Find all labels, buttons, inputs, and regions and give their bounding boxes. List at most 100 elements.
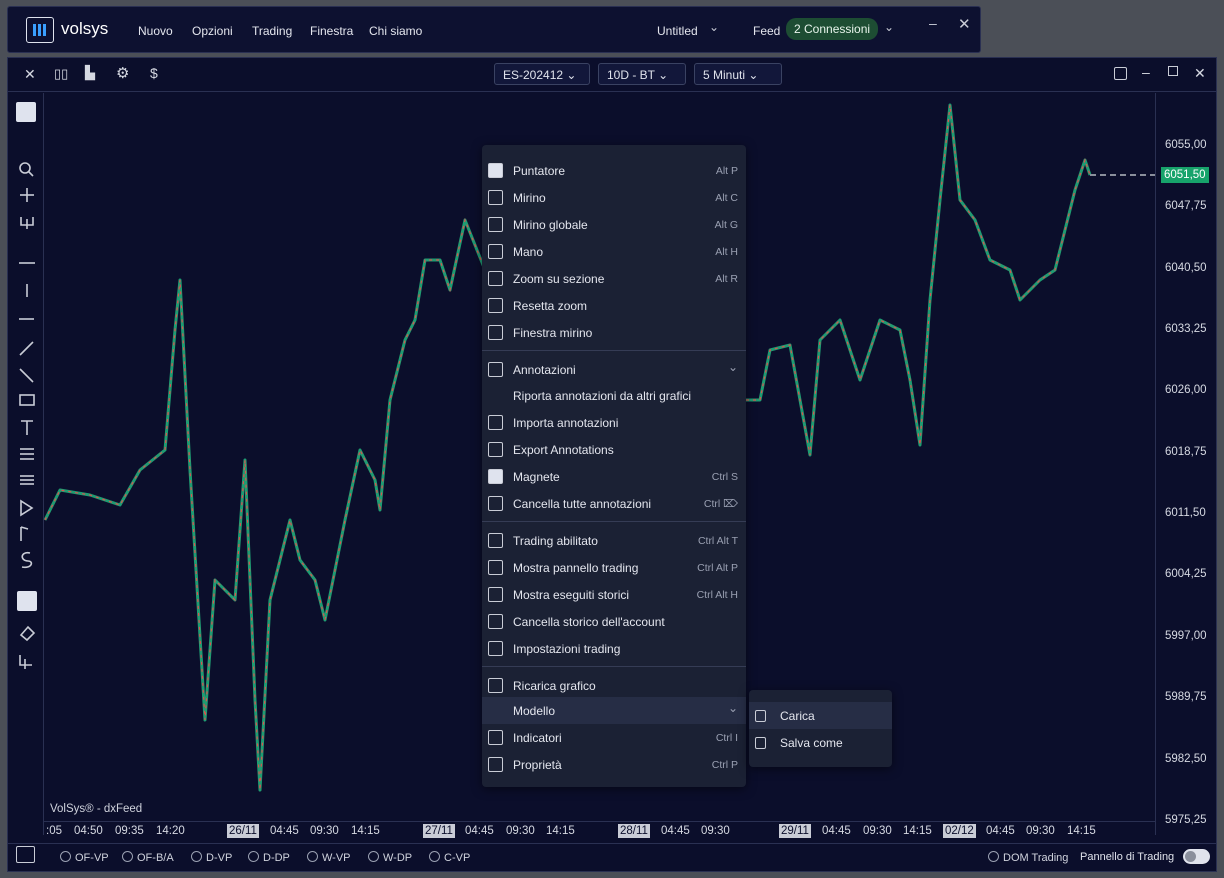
interval-select[interactable]: 5 Minuti ⌄: [694, 63, 782, 85]
time-label: 14:15: [351, 825, 380, 837]
separator: [482, 666, 746, 667]
symbol-select[interactable]: ES-202412 ⌄: [494, 63, 590, 85]
menu-item[interactable]: Magnete Ctrl S: [482, 463, 746, 490]
menu-shortcut: Alt P: [715, 165, 738, 177]
minimize[interactable]: –: [929, 15, 937, 31]
menu-icon: [488, 163, 503, 178]
indicator-toggle[interactable]: OF-B/A: [122, 851, 174, 864]
time-label: 04:45: [986, 825, 1015, 837]
dom-trading[interactable]: DOM Trading: [988, 851, 1068, 864]
panel-switch[interactable]: [1183, 849, 1210, 864]
menu-item[interactable]: Zoom su sezione Alt R: [482, 265, 746, 292]
layout-icon[interactable]: [1114, 67, 1127, 80]
menu-shortcut: Alt C: [715, 192, 738, 204]
submenu-item[interactable]: Carica: [749, 702, 892, 729]
chevron[interactable]: ⌄: [884, 20, 895, 34]
dollar-icon[interactable]: $: [150, 65, 158, 81]
menu-icon: [488, 217, 503, 232]
indicator-toggle[interactable]: W-DP: [368, 851, 412, 864]
bars-icon[interactable]: ▙: [85, 65, 95, 80]
indicator-toggle[interactable]: W-VP: [307, 851, 351, 864]
menu-item[interactable]: Indicatori Ctrl I: [482, 724, 746, 751]
candles-icon[interactable]: ▯▯: [54, 66, 69, 81]
footer-border: [8, 843, 1216, 844]
menu-item[interactable]: Proprietà Ctrl P: [482, 751, 746, 778]
tool-icons: [17, 162, 37, 669]
menu-item[interactable]: Puntatore Alt P: [482, 157, 746, 184]
close[interactable]: ✕: [958, 16, 971, 33]
chevron: ⌄: [727, 360, 738, 374]
close-window[interactable]: ✕: [1194, 65, 1206, 81]
menu-item[interactable]: Annotazioni ⌄: [482, 356, 746, 383]
menu-item[interactable]: Resetta zoom: [482, 292, 746, 319]
menu-label: Annotazioni: [513, 363, 576, 377]
workspace[interactable]: Untitled: [657, 24, 698, 38]
menu-item[interactable]: Riporta annotazioni da altri grafici: [482, 382, 746, 409]
menu-item[interactable]: Mostra eseguiti storici Ctrl Alt H: [482, 581, 746, 608]
close-chart[interactable]: ✕: [24, 66, 36, 82]
price-label: 6033,25: [1165, 323, 1207, 336]
menu-shortcut: Ctrl P: [711, 759, 738, 771]
last-price-label: 6051,50: [1161, 167, 1209, 183]
menu-item[interactable]: Opzioni: [192, 24, 233, 38]
menu-item[interactable]: Export Annotations: [482, 436, 746, 463]
menu-item[interactable]: Chi siamo: [369, 24, 423, 38]
time-label: 04:50: [74, 825, 103, 837]
menu-icon: [488, 533, 503, 548]
price-trace: [746, 103, 1092, 457]
time-label: 09:30: [310, 825, 339, 837]
menu-item[interactable]: Finestra: [310, 24, 354, 38]
menu-icon: [488, 442, 503, 457]
menu-item[interactable]: Ricarica grafico: [482, 672, 746, 699]
indicator-toggle[interactable]: OF-VP: [60, 851, 109, 864]
connections-badge[interactable]: 2 Connessioni: [786, 18, 879, 40]
price-trace: [43, 218, 487, 792]
menu-item[interactable]: Finestra mirino: [482, 319, 746, 346]
time-axis-border: [44, 821, 1156, 822]
menu-item[interactable]: Mirino globale Alt G: [482, 211, 746, 238]
menu-item[interactable]: Trading: [252, 24, 293, 38]
time-label: 09:30: [701, 825, 730, 837]
indicator-toggle[interactable]: C-VP: [429, 851, 470, 864]
menu-item[interactable]: Cancella storico dell'account: [482, 608, 746, 635]
pointer-tool[interactable]: [16, 102, 36, 122]
settings-icon[interactable]: ⚙: [116, 65, 130, 82]
menu-item[interactable]: Importa annotazioni: [482, 409, 746, 436]
submenu-item[interactable]: Salva come: [749, 729, 892, 756]
time-label: 14:15: [546, 825, 575, 837]
time-label: 04:45: [822, 825, 851, 837]
interval: 5 Minuti: [703, 68, 746, 82]
chevron: ⌄: [727, 701, 738, 715]
menu-shortcut: Ctrl ⌦: [703, 498, 738, 510]
menu-item[interactable]: Mano Alt H: [482, 238, 746, 265]
menu-item[interactable]: Cancella tutte annotazioni Ctrl ⌦: [482, 490, 746, 517]
range-select[interactable]: 10D - BT ⌄: [598, 63, 686, 85]
menu-item[interactable]: Trading abilitato Ctrl Alt T: [482, 527, 746, 554]
menu-shortcut: Ctrl Alt H: [696, 589, 738, 601]
indicator-toggle[interactable]: D-DP: [248, 851, 290, 864]
menu-shortcut: Ctrl Alt P: [697, 562, 738, 574]
menu-label: Trading abilitato: [513, 534, 598, 548]
time-label: 27/11: [423, 824, 455, 838]
menu-item[interactable]: Mostra pannello trading Ctrl Alt P: [482, 554, 746, 581]
panel-toggle-icon[interactable]: [16, 846, 35, 863]
price-label: 5997,00: [1165, 629, 1207, 642]
menu-item[interactable]: Mirino Alt C: [482, 184, 746, 211]
menu-label: Riporta annotazioni da altri grafici: [513, 389, 692, 403]
minimize-chart[interactable]: –: [1142, 64, 1150, 80]
price-label: 6026,00: [1165, 384, 1207, 397]
time-label: 29/11: [779, 824, 811, 838]
maximize-chart[interactable]: [1168, 66, 1178, 76]
menu-shortcut: Ctrl I: [715, 732, 738, 744]
chevron[interactable]: ⌄: [709, 20, 720, 34]
time-label: 09:30: [506, 825, 535, 837]
menu-icon: [488, 469, 503, 484]
menu-label: Cancella tutte annotazioni: [513, 497, 652, 511]
menu-item[interactable]: Modello ⌄: [482, 697, 746, 724]
symbol: ES-202412: [503, 68, 564, 82]
indicator-toggle[interactable]: D-VP: [191, 851, 232, 864]
menu-item[interactable]: Nuovo: [138, 24, 173, 38]
menu-icon: [488, 730, 503, 745]
menu-item[interactable]: Impostazioni trading: [482, 635, 746, 662]
